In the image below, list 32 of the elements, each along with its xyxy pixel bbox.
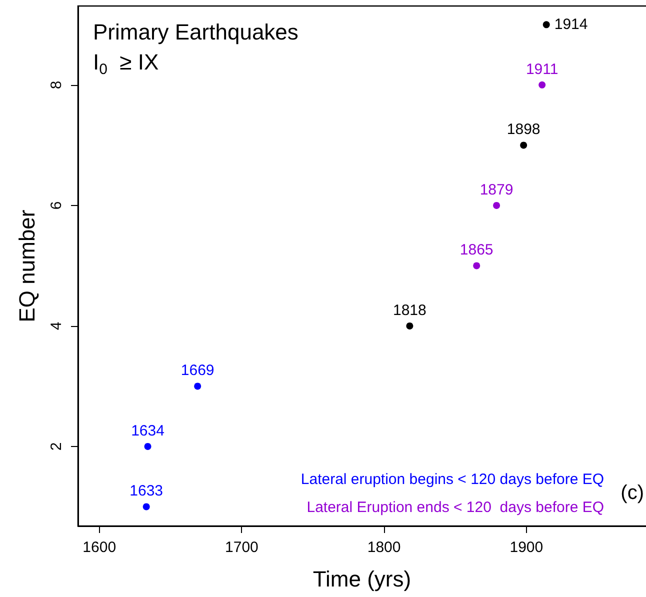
- y-tick-label: 2: [48, 442, 65, 451]
- x-axis-title: Time (yrs): [312, 566, 412, 592]
- annotation: 1669: [180, 362, 214, 380]
- y-tick-label: 8: [48, 80, 65, 90]
- point: [493, 202, 500, 209]
- point: [194, 382, 202, 390]
- point: [542, 21, 550, 28]
- x-tick-label: 1800: [367, 539, 401, 556]
- annotation: 1898: [506, 121, 540, 138]
- x-tick-label: 1700: [225, 539, 258, 556]
- y-tick-label: 6: [48, 201, 65, 210]
- point: [473, 262, 480, 270]
- annotation: 1818: [393, 302, 426, 319]
- annotation: (c): [620, 482, 644, 504]
- annotation: 1634: [131, 422, 164, 440]
- text: Primary Earthquakes: [93, 20, 298, 44]
- point: [538, 81, 546, 88]
- annotation: 1865: [460, 242, 494, 259]
- point: [406, 322, 414, 330]
- point: [142, 503, 150, 510]
- y-tick-label: 4: [48, 322, 65, 330]
- x-tick-label: 1600: [82, 539, 116, 556]
- annotation: Lateral Eruption ends < 120 days before EQ: [306, 499, 604, 516]
- annotation: 1633: [130, 482, 164, 500]
- annotation: 1914: [554, 16, 588, 34]
- point: [144, 442, 152, 450]
- annotation: Lateral eruption begins < 120 days before EQ: [300, 471, 604, 488]
- annotation: 1911: [526, 60, 558, 78]
- x-tick-label: 1900: [510, 539, 544, 556]
- point: [520, 142, 528, 149]
- annotation: 1879: [480, 181, 514, 198]
- y-axis-title: EQ number: [14, 210, 40, 322]
